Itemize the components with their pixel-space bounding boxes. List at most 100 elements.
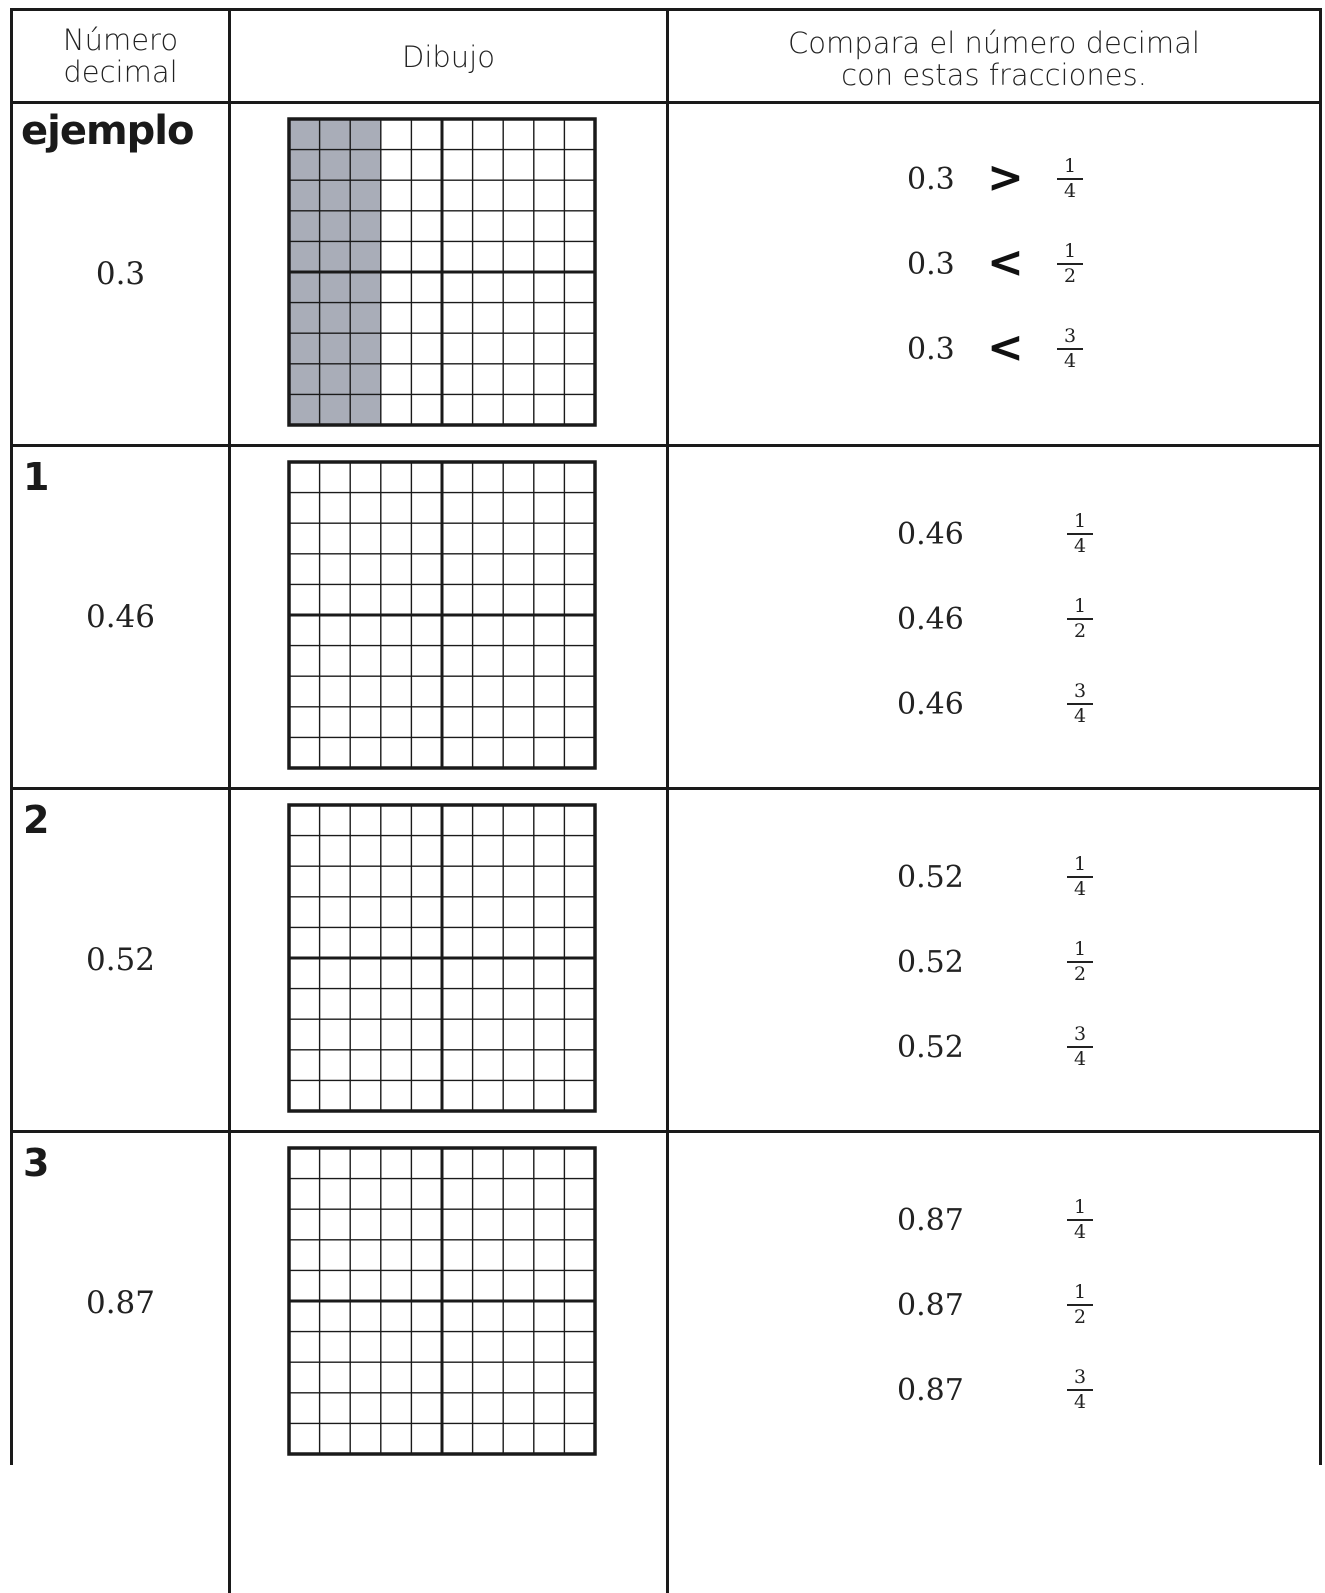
hundred-grid[interactable] <box>286 802 598 1114</box>
fraction-denominator: 4 <box>1073 534 1087 557</box>
fraction-denominator: 4 <box>1073 1390 1087 1413</box>
compare-cell: 0.3 >1 4 0.3 <1 2 0.3 <3 4 <box>669 104 1319 444</box>
fraction-bar <box>1067 1046 1093 1048</box>
fraction-bar <box>1067 1304 1093 1306</box>
exercise-number: 1 <box>23 455 50 499</box>
comparison-decimal: 0.52 <box>897 1030 964 1065</box>
fraction-numerator: 1 <box>1073 938 1087 960</box>
exercise-number: 3 <box>23 1141 50 1185</box>
fraction-numerator: 1 <box>1073 595 1087 617</box>
hundred-grid[interactable] <box>286 459 598 771</box>
fraction-bar <box>1057 263 1083 265</box>
fraction-numerator: 3 <box>1073 1366 1087 1388</box>
fraction-numerator: 3 <box>1063 325 1077 347</box>
hundred-grid <box>287 117 597 427</box>
worksheet-table: Número decimal Dibujo Compara el número … <box>10 8 1322 1593</box>
comparison-line: 0.46 3 4 <box>669 681 1319 727</box>
fraction-numerator: 1 <box>1073 1196 1087 1218</box>
comparison-line: 0.52 3 4 <box>669 1024 1319 1070</box>
comparison-line: 0.3 <3 4 <box>669 322 1319 373</box>
header-decimal-line1: Número <box>62 23 179 57</box>
comparison-sign: < <box>987 322 1024 373</box>
comparison-decimal: 0.52 <box>897 860 964 895</box>
header-compare-line1: Compara el número decimal <box>788 26 1200 60</box>
fraction-numerator: 1 <box>1063 240 1077 262</box>
comparison-decimal: 0.87 <box>897 1373 964 1408</box>
table-row: 2 0.52 0.52 1 4 0.52 1 2 0.52 3 4 <box>13 790 1319 1133</box>
comparison-line: 0.3 >1 4 <box>669 152 1319 203</box>
fraction-bar <box>1067 1389 1093 1391</box>
exercise-number: 2 <box>23 798 50 842</box>
grid-border <box>287 1146 597 1456</box>
comparison-decimal: 0.87 <box>897 1288 964 1323</box>
comparison-decimal: 0.46 <box>897 687 964 722</box>
comparison-line: 0.46 1 4 <box>669 511 1319 557</box>
compare-cell: 0.52 1 4 0.52 1 2 0.52 3 4 <box>669 790 1319 1130</box>
header-decimal-line2: decimal <box>63 55 178 89</box>
fraction-bar <box>1067 618 1093 620</box>
comparison-decimal: 0.52 <box>897 945 964 980</box>
compare-cell: 0.87 1 4 0.87 1 2 0.87 3 4 <box>669 1133 1319 1593</box>
comparison-decimal: 0.3 <box>907 162 955 197</box>
fraction-denominator: 4 <box>1063 179 1077 202</box>
decimal-number: 0.3 <box>95 256 146 292</box>
compare-cell: 0.46 1 4 0.46 1 2 0.46 3 4 <box>669 447 1319 787</box>
header-compare-line2: con estas fracciones. <box>841 58 1147 92</box>
table-row: 3 0.87 0.87 1 4 0.87 1 2 0.87 3 4 <box>13 1133 1319 1593</box>
comparison-decimal: 0.3 <box>907 332 955 367</box>
comparison-line: 0.52 1 4 <box>669 854 1319 900</box>
fraction-denominator: 2 <box>1073 1305 1087 1328</box>
drawing-cell <box>231 104 669 444</box>
fraction-numerator: 3 <box>1073 1023 1087 1045</box>
grid-border <box>287 460 597 770</box>
example-label: ejemplo <box>21 108 194 154</box>
table-row: ejemplo 0.3 0.3 >1 4 0.3 <1 2 0.3 <3 4 <box>13 104 1319 447</box>
fraction-denominator: 2 <box>1073 962 1087 985</box>
decimal-number: 0.52 <box>85 942 156 978</box>
fraction-denominator: 4 <box>1073 877 1087 900</box>
comparison-line: 0.87 1 4 <box>669 1197 1319 1243</box>
fraction-numerator: 3 <box>1073 680 1087 702</box>
decimal-number: 0.87 <box>85 1285 156 1321</box>
fraction-bar <box>1067 876 1093 878</box>
comparison-sign: < <box>987 237 1024 288</box>
table-row: 1 0.46 0.46 1 4 0.46 1 2 0.46 3 4 <box>13 447 1319 790</box>
grid-border <box>287 117 597 427</box>
header-cell-compare: Compara el número decimal con estas frac… <box>669 11 1319 101</box>
header-cell-drawing: Dibujo <box>231 11 669 101</box>
fraction-bar <box>1067 1219 1093 1221</box>
comparison-sign: > <box>987 152 1024 203</box>
fraction-denominator: 4 <box>1073 704 1087 727</box>
fraction-numerator: 1 <box>1063 155 1077 177</box>
fraction-denominator: 4 <box>1063 349 1077 372</box>
grid-border <box>287 803 597 1113</box>
drawing-cell <box>231 790 669 1130</box>
hundred-grid[interactable] <box>286 1145 598 1457</box>
fraction-numerator: 1 <box>1073 853 1087 875</box>
fraction-numerator: 1 <box>1073 510 1087 532</box>
comparison-line: 0.3 <1 2 <box>669 237 1319 288</box>
comparison-line: 0.87 1 2 <box>669 1282 1319 1328</box>
fraction-bar <box>1057 348 1083 350</box>
fraction-numerator: 1 <box>1073 1281 1087 1303</box>
drawing-cell <box>231 447 669 787</box>
drawing-cell <box>231 1133 669 1593</box>
fraction-denominator: 2 <box>1063 264 1077 287</box>
header-cell-decimal: Número decimal <box>13 11 231 101</box>
comparison-decimal: 0.3 <box>907 247 955 282</box>
fraction-denominator: 4 <box>1073 1047 1087 1070</box>
fraction-bar <box>1057 178 1083 180</box>
decimal-cell: 3 0.87 <box>13 1133 231 1593</box>
decimal-number: 0.46 <box>85 599 156 635</box>
fraction-denominator: 2 <box>1073 619 1087 642</box>
